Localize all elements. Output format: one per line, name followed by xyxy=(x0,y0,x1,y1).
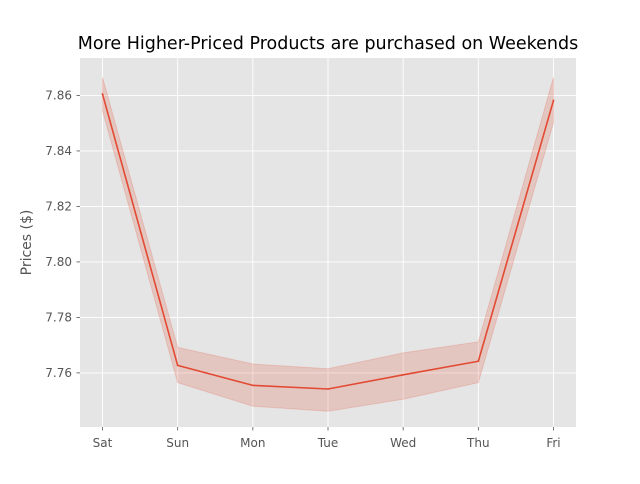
x-tick-label: Tue xyxy=(317,436,339,450)
data-point xyxy=(176,364,179,367)
x-tick-label: Fri xyxy=(546,436,560,450)
x-axis-ticks: Sat Sun Mon Tue Wed Thu Fri xyxy=(93,427,561,450)
x-tick-label: Thu xyxy=(466,436,490,450)
data-point xyxy=(552,99,555,102)
x-tick-label: Wed xyxy=(390,436,416,450)
x-tick-label: Sun xyxy=(166,436,189,450)
y-tick-label: 7.78 xyxy=(45,311,72,325)
y-axis-label: Prices ($) xyxy=(19,210,35,276)
data-point xyxy=(101,93,104,95)
series-line-layer xyxy=(101,93,555,390)
y-tick-label: 7.82 xyxy=(45,200,72,214)
x-tick-label: Mon xyxy=(240,436,265,450)
data-point xyxy=(477,360,480,363)
confidence-band xyxy=(102,77,554,412)
y-tick-label: 7.86 xyxy=(45,89,72,103)
data-point xyxy=(327,388,329,390)
y-tick-label: 7.76 xyxy=(45,366,72,380)
y-tick-label: 7.84 xyxy=(45,144,72,158)
data-point xyxy=(402,373,405,376)
x-tick-label: Sat xyxy=(93,436,113,450)
confidence-band-layer xyxy=(102,77,554,412)
chart-title: More Higher-Priced Products are purchase… xyxy=(78,34,578,54)
y-tick-label: 7.80 xyxy=(45,255,72,269)
y-axis-ticks: 7.76 7.78 7.80 7.82 7.84 7.86 xyxy=(45,89,80,380)
data-point xyxy=(251,384,254,387)
grid-lines xyxy=(80,58,576,427)
